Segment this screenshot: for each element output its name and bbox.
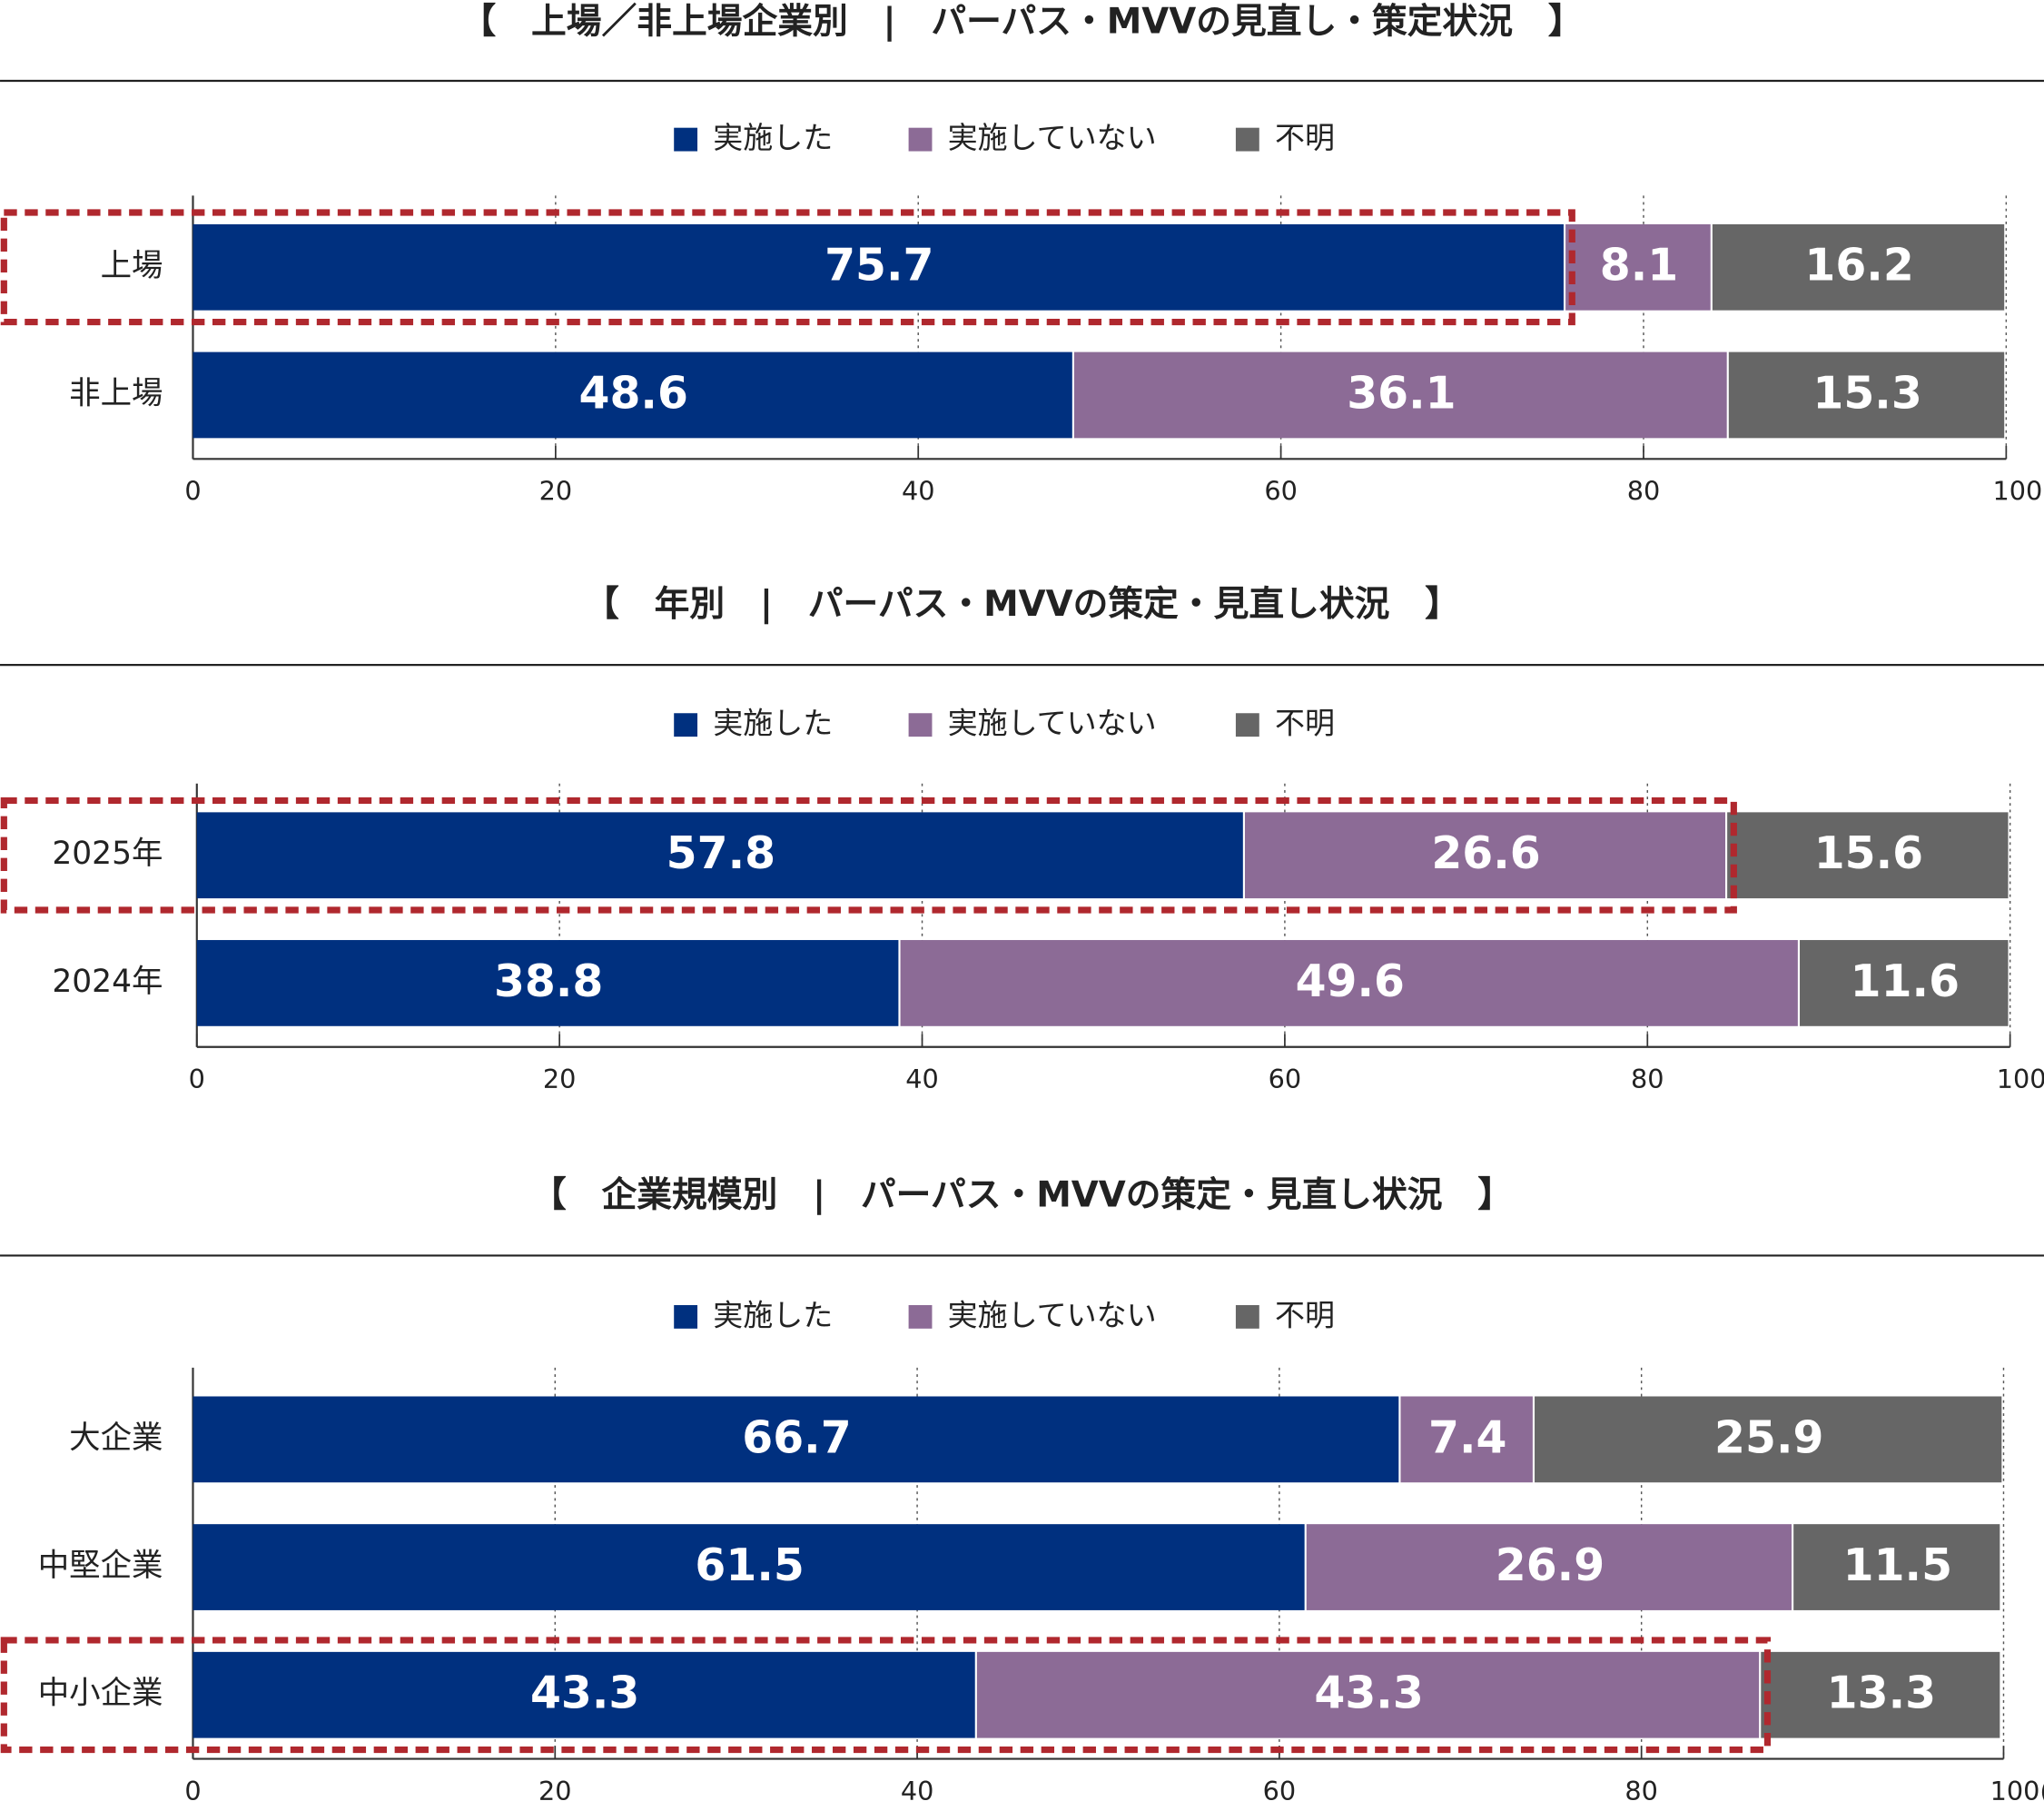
legend-label: 実施した xyxy=(713,1297,833,1332)
x-tick-label: 0 xyxy=(189,1064,205,1094)
x-tick-label: 40 xyxy=(902,476,935,507)
bar-segment xyxy=(1400,1396,1533,1483)
legend-swatch xyxy=(1235,1305,1259,1329)
chart-title: 【 上場／非上場企業別 | パーパス・MVVの見直し・策定状況 】 xyxy=(460,1,1583,42)
legend-label: 実施していない xyxy=(948,1297,1157,1332)
value-label: 11.6 xyxy=(1851,955,1960,1007)
value-label: 25.9 xyxy=(1714,1411,1823,1463)
legend-swatch xyxy=(908,1305,933,1329)
bar-segment xyxy=(193,1651,975,1738)
value-label: 38.8 xyxy=(494,955,603,1007)
legend-swatch xyxy=(674,713,698,737)
bar-segment xyxy=(1535,1396,2002,1483)
bar-segment xyxy=(1306,1524,1792,1610)
value-label: 43.3 xyxy=(1314,1668,1423,1719)
x-tick-label: 60 xyxy=(1264,476,1298,507)
value-label: 48.6 xyxy=(579,367,688,419)
legend-swatch xyxy=(1235,713,1259,737)
x-tick-label: 0 xyxy=(184,1776,201,1806)
chart-title: 【 企業規模別 | パーパス・MVVの策定・見直し状況 】 xyxy=(531,1174,1513,1215)
category-label: 2025年 xyxy=(52,836,163,872)
bar-segment xyxy=(1565,223,1711,311)
bar-segment xyxy=(1073,351,1727,439)
x-tick-label: 20 xyxy=(538,1776,572,1806)
value-label: 75.7 xyxy=(825,240,933,292)
value-label: 13.3 xyxy=(1827,1668,1936,1719)
bar-segment xyxy=(193,351,1072,439)
x-tick-label: 100(%) xyxy=(1997,1064,2044,1094)
value-label: 57.8 xyxy=(667,827,775,879)
legend-label: 不明 xyxy=(1275,706,1335,741)
value-label: 7.4 xyxy=(1428,1411,1506,1463)
x-tick-label: 60 xyxy=(1263,1776,1297,1806)
highlight-box xyxy=(0,209,1575,326)
x-tick-label: 100(%) xyxy=(1992,476,2044,507)
value-label: 11.5 xyxy=(1843,1539,1952,1591)
chart-title: 【 年別 | パーパス・MVVの策定・見直し状況 】 xyxy=(584,584,1460,625)
value-label: 61.5 xyxy=(695,1539,804,1591)
bar-segment xyxy=(1793,1524,2000,1610)
category-label: 非上場 xyxy=(69,375,163,411)
bar-segment xyxy=(976,1651,1760,1738)
value-label: 43.3 xyxy=(530,1668,639,1719)
bar-segment xyxy=(193,223,1564,311)
value-label: 66.7 xyxy=(742,1411,851,1463)
legend-swatch xyxy=(908,127,933,152)
category-label: 大企業 xyxy=(69,1420,163,1456)
value-label: 8.1 xyxy=(1600,240,1678,292)
x-tick-label: 20 xyxy=(543,1064,577,1094)
value-label: 15.6 xyxy=(1814,827,1923,879)
value-label: 26.6 xyxy=(1431,827,1540,879)
x-tick-label: 60 xyxy=(1269,1064,1302,1094)
x-tick-label: 40 xyxy=(901,1776,934,1806)
value-label: 15.3 xyxy=(1812,367,1921,419)
bar-segment xyxy=(900,940,1798,1026)
category-label: 上場 xyxy=(101,248,163,284)
x-tick-label: 100(%) xyxy=(1990,1776,2044,1806)
legend-swatch xyxy=(1235,127,1259,152)
legend-swatch xyxy=(674,1305,698,1329)
value-label: 16.2 xyxy=(1804,240,1913,292)
bar-segment xyxy=(1800,940,2009,1026)
bar-segment xyxy=(193,1396,1399,1483)
value-label: 49.6 xyxy=(1296,955,1405,1007)
x-tick-label: 20 xyxy=(539,476,573,507)
legend-label: 実施していない xyxy=(948,120,1157,155)
category-label: 中堅企業 xyxy=(38,1548,163,1584)
legend-label: 実施した xyxy=(713,120,833,155)
bar-segment xyxy=(196,812,1243,899)
bar-segment xyxy=(1761,1651,2000,1738)
bar-segment xyxy=(196,940,899,1026)
bar-segment xyxy=(1244,812,1725,899)
highlight-box xyxy=(0,1637,1772,1754)
bar-segment xyxy=(1712,223,2005,311)
value-label: 36.1 xyxy=(1347,367,1456,419)
bar-segment xyxy=(1727,812,2009,899)
x-tick-label: 0 xyxy=(184,476,201,507)
x-tick-label: 40 xyxy=(905,1064,939,1094)
legend-label: 実施していない xyxy=(948,706,1157,741)
legend-label: 実施した xyxy=(713,706,833,741)
x-tick-label: 80 xyxy=(1631,1064,1664,1094)
legend-swatch xyxy=(908,713,933,737)
x-tick-label: 80 xyxy=(1624,1776,1658,1806)
legend-label: 不明 xyxy=(1275,120,1335,155)
legend-swatch xyxy=(674,127,698,152)
x-tick-label: 80 xyxy=(1627,476,1661,507)
highlight-box xyxy=(0,797,1737,914)
legend-label: 不明 xyxy=(1275,1297,1335,1332)
bar-segment xyxy=(193,1524,1305,1610)
bar-segment xyxy=(1728,351,2005,439)
value-label: 26.9 xyxy=(1496,1539,1605,1591)
category-label: 2024年 xyxy=(52,964,163,1000)
category-label: 中小企業 xyxy=(38,1676,163,1712)
